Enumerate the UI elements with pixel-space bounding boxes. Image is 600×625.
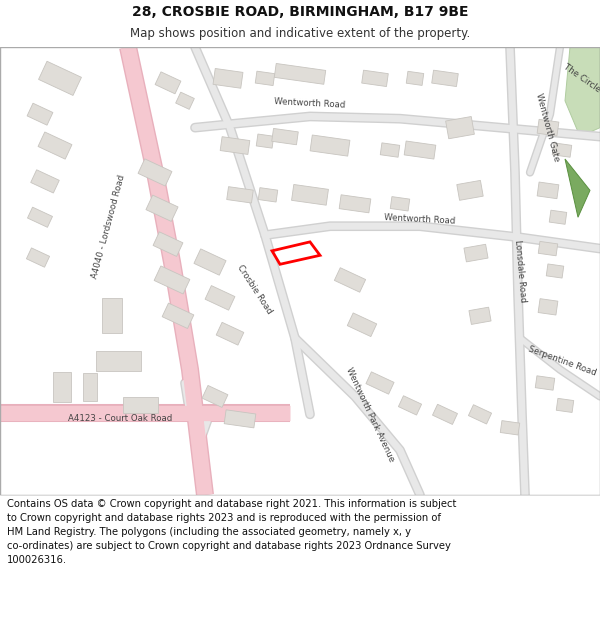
- Text: A4040 - Lordswood Road: A4040 - Lordswood Road: [90, 173, 126, 279]
- Text: Serpentine Road: Serpentine Road: [527, 344, 597, 377]
- Bar: [433, 404, 458, 424]
- Bar: [469, 307, 491, 324]
- Bar: [220, 137, 250, 154]
- Bar: [538, 299, 558, 315]
- Bar: [339, 195, 371, 213]
- Bar: [258, 188, 278, 202]
- Bar: [432, 70, 458, 86]
- Bar: [194, 249, 226, 275]
- Bar: [154, 266, 190, 294]
- Bar: [274, 64, 326, 84]
- Bar: [102, 298, 122, 333]
- Bar: [390, 197, 410, 211]
- Bar: [537, 119, 559, 136]
- Text: Map shows position and indicative extent of the property.: Map shows position and indicative extent…: [130, 28, 470, 41]
- Bar: [334, 268, 365, 292]
- Bar: [549, 210, 567, 224]
- Bar: [38, 132, 72, 159]
- Bar: [292, 184, 328, 205]
- Bar: [138, 159, 172, 186]
- Polygon shape: [565, 159, 590, 218]
- Bar: [83, 374, 97, 401]
- Text: Wentworth Gate: Wentworth Gate: [535, 92, 562, 162]
- Bar: [310, 135, 350, 156]
- Bar: [202, 386, 228, 408]
- Text: Wentworth Road: Wentworth Road: [274, 97, 346, 109]
- Bar: [404, 141, 436, 159]
- Text: Crosbie Road: Crosbie Road: [236, 262, 274, 315]
- Bar: [213, 69, 243, 88]
- Bar: [146, 195, 178, 221]
- Bar: [380, 143, 400, 158]
- Bar: [205, 286, 235, 310]
- Bar: [224, 410, 256, 428]
- Bar: [28, 207, 53, 227]
- Bar: [398, 396, 422, 415]
- Text: 28, CROSBIE ROAD, BIRMINGHAM, B17 9BE: 28, CROSBIE ROAD, BIRMINGHAM, B17 9BE: [132, 5, 468, 19]
- Text: Lonsdale Road: Lonsdale Road: [513, 239, 527, 302]
- Bar: [362, 70, 388, 86]
- Bar: [176, 92, 194, 109]
- Bar: [31, 170, 59, 193]
- Bar: [464, 244, 488, 262]
- Bar: [446, 116, 475, 139]
- Polygon shape: [565, 47, 600, 137]
- Bar: [27, 103, 53, 125]
- Bar: [38, 61, 82, 96]
- Bar: [162, 303, 194, 329]
- Bar: [556, 398, 574, 412]
- Bar: [256, 134, 274, 148]
- Bar: [546, 264, 564, 278]
- Bar: [95, 351, 140, 371]
- Bar: [457, 181, 483, 201]
- Bar: [535, 376, 555, 390]
- Text: A4123 - Court Oak Road: A4123 - Court Oak Road: [68, 414, 172, 423]
- Bar: [552, 143, 572, 158]
- Text: The Circle: The Circle: [562, 62, 600, 94]
- Bar: [500, 421, 520, 435]
- Bar: [469, 405, 491, 424]
- Bar: [216, 322, 244, 345]
- Bar: [406, 71, 424, 86]
- Bar: [272, 128, 298, 145]
- Bar: [347, 313, 377, 337]
- Text: Contains OS data © Crown copyright and database right 2021. This information is : Contains OS data © Crown copyright and d…: [7, 499, 457, 565]
- Bar: [227, 187, 253, 203]
- Bar: [537, 182, 559, 199]
- Bar: [538, 241, 558, 256]
- Bar: [53, 372, 71, 402]
- Text: Wentworth Road: Wentworth Road: [384, 213, 456, 226]
- Bar: [366, 372, 394, 394]
- Bar: [26, 248, 50, 268]
- Bar: [153, 232, 183, 256]
- Bar: [122, 398, 157, 413]
- Bar: [155, 72, 181, 94]
- Text: Wentworth Park Avenue: Wentworth Park Avenue: [344, 366, 396, 463]
- Bar: [255, 71, 275, 86]
